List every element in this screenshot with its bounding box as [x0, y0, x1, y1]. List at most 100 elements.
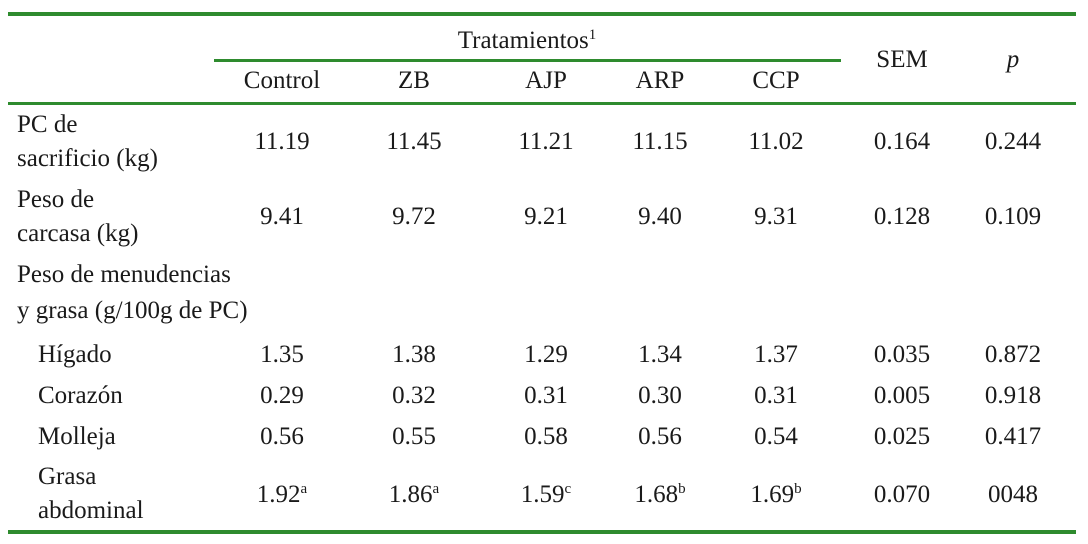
row-label: y grasa (g/100g de PC): [17, 297, 248, 324]
cell-value: 1.68: [634, 481, 679, 508]
p-value-cell: 0.918: [984, 382, 1042, 409]
cell-value: 0.56: [260, 423, 304, 450]
col-header-control: Control: [243, 67, 321, 94]
row-label: Grasa: [38, 463, 97, 490]
group-header: Tratamientos1: [457, 27, 597, 54]
cell-value: 0.58: [524, 423, 568, 450]
cell-value: 11.21: [518, 128, 574, 155]
col-header-p: p: [1006, 46, 1020, 73]
row-label: Hígado: [38, 341, 112, 368]
table-cell: 11.02: [748, 127, 803, 157]
table-cell: 1.69b: [750, 480, 801, 510]
cell-value: 0.56: [638, 423, 682, 450]
cell-value: 1.35: [260, 341, 304, 368]
top-rule: [8, 12, 1076, 16]
sem-cell: 0.164: [873, 128, 931, 155]
row-label: PC de: [17, 111, 78, 138]
cell-value: 1.69: [750, 481, 795, 508]
cell-value: 11.19: [254, 128, 310, 155]
cell-value: 0.29: [260, 382, 304, 409]
cell-value: 11.45: [386, 128, 442, 155]
cell-value: 1.34: [638, 341, 682, 368]
sem-cell: 0.070: [873, 481, 931, 508]
row-label: abdominal: [38, 497, 144, 524]
p-value-cell: 0048: [988, 481, 1038, 508]
significance-superscript: a: [432, 481, 440, 497]
table-cell: 9.31: [754, 202, 798, 232]
table-cell: 1.86a: [389, 480, 439, 510]
table-cell: 11.45: [386, 127, 441, 157]
table-cell: 9.40: [638, 202, 682, 232]
header-bottom-rule: [8, 102, 1076, 105]
table-cell: 1.35: [260, 340, 304, 370]
row-label: Molleja: [38, 423, 116, 450]
significance-superscript: b: [678, 481, 686, 497]
col-header-sem: SEM: [876, 46, 928, 73]
sem-cell: 0.128: [873, 203, 931, 230]
cell-value: 9.21: [524, 203, 568, 230]
table-cell: 0.56: [260, 422, 304, 452]
table-cell: 0.30: [638, 381, 682, 411]
table-cell: 0.31: [754, 381, 798, 411]
table-cell: 0.54: [754, 422, 798, 452]
cell-value: 0.31: [524, 382, 568, 409]
p-value-cell: 0.872: [984, 341, 1042, 368]
sem-cell: 0.005: [873, 382, 931, 409]
cell-value: 0.54: [754, 423, 798, 450]
table-cell: 0.56: [638, 422, 682, 452]
p-value-cell: 0.417: [984, 423, 1042, 450]
cell-value: 1.86: [388, 481, 433, 508]
significance-superscript: b: [794, 481, 802, 497]
table-cell: 0.58: [524, 422, 568, 452]
cell-value: 1.92: [256, 481, 301, 508]
table-cell: 1.68b: [634, 480, 685, 510]
table-cell: 11.19: [254, 127, 309, 157]
bottom-rule: [8, 530, 1076, 534]
table-cell: 0.32: [392, 381, 436, 411]
cell-value: 9.31: [754, 203, 798, 230]
table-cell: 1.38: [392, 340, 436, 370]
cell-value: 1.29: [524, 341, 568, 368]
group-header-rule: [214, 59, 841, 62]
table-cell: 1.59c: [521, 480, 571, 510]
row-label: Peso de menudencias: [17, 261, 231, 288]
cell-value: 9.41: [260, 203, 304, 230]
p-value-cell: 0.244: [984, 128, 1042, 155]
cell-value: 0.32: [392, 382, 436, 409]
table-cell: 0.55: [392, 422, 436, 452]
table-cell: 9.21: [524, 202, 568, 232]
col-header-ccp: CCP: [752, 67, 800, 94]
row-label: carcasa (kg): [17, 220, 139, 247]
cell-value: 1.59: [520, 481, 565, 508]
table-cell: 9.72: [392, 202, 436, 232]
cell-value: 0.30: [638, 382, 682, 409]
sem-cell: 0.025: [873, 423, 931, 450]
table-cell: 0.29: [260, 381, 304, 411]
cell-value: 1.37: [754, 341, 798, 368]
cell-value: 11.15: [632, 128, 688, 155]
cell-value: 11.02: [748, 128, 804, 155]
significance-superscript: a: [300, 481, 308, 497]
table-cell: 11.21: [518, 127, 573, 157]
cell-value: 9.72: [392, 203, 436, 230]
col-header-ajp: AJP: [525, 67, 567, 94]
col-header-arp: ARP: [635, 67, 685, 94]
table-cell: 1.37: [754, 340, 798, 370]
table-cell: 0.31: [524, 381, 568, 411]
row-label: Peso de: [17, 186, 95, 213]
sem-cell: 0.035: [873, 341, 931, 368]
cell-value: 0.31: [754, 382, 798, 409]
table-cell: 11.15: [632, 127, 687, 157]
row-label: sacrificio (kg): [17, 145, 158, 172]
cell-value: 0.55: [392, 423, 436, 450]
row-label: Corazón: [38, 382, 123, 409]
significance-superscript: c: [564, 481, 572, 497]
cell-value: 1.38: [392, 341, 436, 368]
p-value-cell: 0.109: [984, 203, 1042, 230]
col-header-zb: ZB: [398, 67, 430, 94]
table-cell: 9.41: [260, 202, 304, 232]
table-cell: 1.92a: [257, 480, 307, 510]
table-cell: 1.34: [638, 340, 682, 370]
cell-value: 9.40: [638, 203, 682, 230]
table-cell: 1.29: [524, 340, 568, 370]
